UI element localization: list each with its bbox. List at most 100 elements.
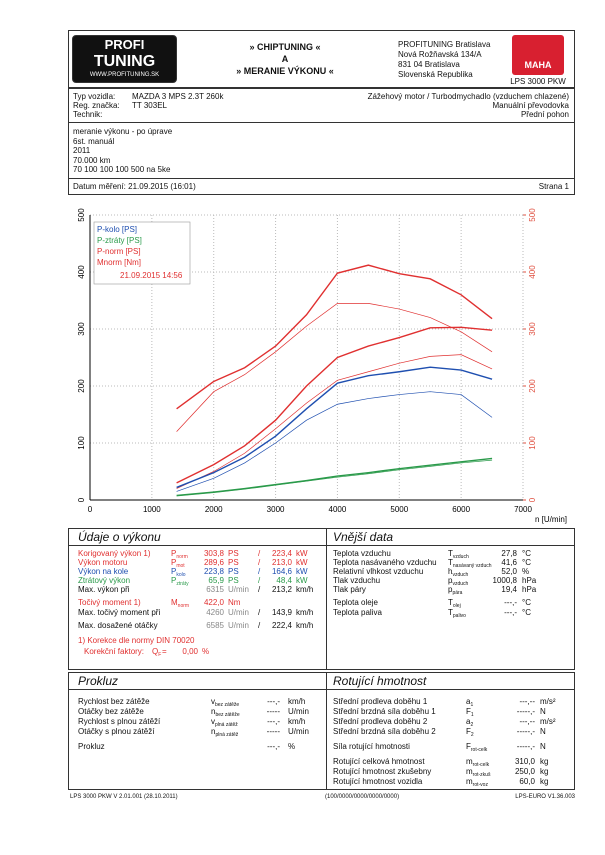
note: meranie výkonu - po úprave: [73, 127, 173, 136]
row-label: Otáčky bez zátěže: [78, 707, 144, 716]
symbol-sub: vzduch: [452, 554, 469, 560]
row-label: Tlak páry: [333, 585, 366, 594]
symbol: Tpalivo: [448, 608, 466, 619]
row-value: 6315: [206, 585, 224, 594]
symbol: Pkolo: [171, 567, 186, 578]
row-label: Střední prodleva doběhu 2: [333, 717, 428, 726]
row-value: 213,0: [271, 558, 292, 567]
row-value: 422,0: [203, 598, 224, 607]
footer: LPS-EURO V1.36.003: [515, 794, 575, 800]
row-unit: %: [288, 742, 296, 751]
separator: /: [258, 549, 261, 558]
page-number: Strana 1: [538, 182, 569, 191]
separator: /: [258, 608, 261, 617]
x-tick-label: 4000: [329, 505, 347, 514]
divider: [68, 122, 575, 123]
field-label: Reg. značka:: [73, 101, 120, 110]
data-box: [68, 528, 575, 670]
row-label: Rotující hmotnost vozidla: [333, 777, 423, 786]
row-unit: kg: [540, 767, 549, 776]
row-unit: hPa: [522, 576, 537, 585]
row-label: Relativní vlhkost vzduchu: [333, 567, 424, 576]
symbol: pvzduch: [448, 576, 469, 587]
row-value: ---,-: [267, 717, 280, 726]
row-value: 222,4: [271, 621, 292, 630]
row-label: Max. točivý moment při: [78, 608, 161, 617]
series-line: [176, 457, 493, 497]
divider: [326, 672, 327, 790]
symbol: Pztráty: [171, 576, 189, 587]
row-unit: N: [540, 742, 546, 751]
series-line: [176, 366, 493, 489]
x-tick-label: 1000: [143, 505, 161, 514]
row-value: -----,-: [516, 707, 535, 716]
symbol-sub: palivo: [452, 613, 466, 619]
row-unit: km/h: [296, 608, 314, 617]
x-tick-label: 3000: [267, 505, 285, 514]
row-unit: km/h: [288, 697, 306, 706]
row-unit: °C: [522, 608, 531, 617]
symbol: F2: [466, 727, 474, 738]
symbol: Tolej: [448, 598, 461, 609]
row-value: ---,-: [267, 742, 280, 751]
symbol: a2: [466, 717, 474, 728]
y2-tick-label: 400: [528, 265, 537, 279]
row-value: -----,-: [516, 727, 535, 736]
row-unit: kW: [296, 549, 308, 558]
symbol-sub: plná zátěž: [215, 722, 238, 728]
y2-tick-label: 200: [528, 379, 537, 393]
row-unit: m/s²: [540, 697, 556, 706]
symbol-sub: pára: [452, 590, 463, 596]
separator: /: [258, 576, 261, 585]
row-label: Korigovaný výkon 1): [78, 549, 151, 558]
symbol: hvzduch: [448, 567, 469, 578]
symbol: mrot-celk: [466, 757, 490, 768]
row-unit: U/min: [288, 727, 309, 736]
date: Datum měření: 21.09.2015 (16:01): [73, 182, 196, 191]
symbol: vbez zátěže: [211, 697, 240, 708]
row-value: 250,0: [514, 767, 535, 776]
row-value: 4260: [206, 608, 224, 617]
note: 6st. manuál: [73, 136, 115, 146]
series-line: [176, 264, 493, 410]
row-value: 41,6: [501, 558, 517, 567]
note: 2011: [73, 146, 91, 155]
row-value: 19,4: [501, 585, 517, 594]
series-line: [176, 303, 493, 432]
row-label: Točivý moment 1): [78, 598, 141, 607]
y-tick-label: 400: [77, 265, 86, 279]
divider: [68, 178, 575, 179]
row-label: Rychlost bez zátěže: [78, 697, 150, 706]
title: » CHIPTUNING «: [249, 42, 321, 52]
company: Nová Rožňavská 134/A: [398, 50, 482, 59]
row-value: 310,0: [514, 757, 535, 766]
row-unit: kW: [296, 576, 308, 585]
row-value: ---,-: [504, 598, 517, 607]
symbol-sub: rot-celk: [470, 747, 488, 753]
footer: LPS 3000 PKW V 2.01.001 (28.10.2011): [70, 794, 178, 800]
row-value: 143,9: [271, 608, 292, 617]
field-value: Manuální převodovka: [492, 101, 570, 110]
divider: [68, 545, 575, 546]
row-value: 223,8: [203, 567, 224, 576]
legend-entry: P-norm [PS]: [97, 247, 141, 256]
row-value: 223,4: [271, 549, 292, 558]
symbol-sub: 1: [470, 702, 474, 708]
row-unit: N: [540, 727, 546, 736]
note: 70 100 100 100 500 na 5ke: [73, 165, 171, 174]
row-label: Rychlost s plnou zátěží: [78, 717, 161, 726]
row-value: 289,6: [203, 558, 224, 567]
row-unit: kg: [540, 777, 549, 786]
symbol-sub: norm: [176, 554, 188, 560]
row-label: Otáčky s plnou zátěží: [78, 727, 155, 736]
y2-tick-label: 500: [528, 208, 537, 222]
row-value: -----: [266, 707, 280, 716]
symbol-sub: mot: [176, 563, 185, 569]
symbol-sub: rot-celk: [472, 762, 490, 768]
symbol-sub: bez zátěže: [215, 702, 240, 708]
symbol-sub: rot-zkuš: [472, 772, 491, 778]
x-tick-label: 0: [88, 505, 93, 514]
field-value: TT 303EL: [132, 101, 167, 110]
section-heading: Vnější data: [333, 530, 394, 544]
